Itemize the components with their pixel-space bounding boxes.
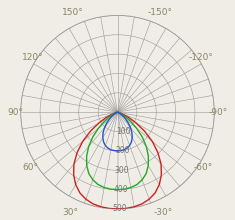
Text: 60°: 60°	[22, 163, 38, 172]
Text: 180°: 180°	[107, 0, 128, 2]
Text: -120°: -120°	[188, 53, 213, 62]
Text: -150°: -150°	[148, 8, 173, 17]
Text: 100: 100	[117, 127, 131, 136]
Text: 120°: 120°	[22, 53, 43, 62]
Text: 300: 300	[114, 166, 129, 175]
Text: 30°: 30°	[62, 208, 78, 217]
Text: -60°: -60°	[194, 163, 213, 172]
Text: 400: 400	[114, 185, 128, 194]
Text: 90°: 90°	[7, 108, 23, 117]
Text: -30°: -30°	[153, 208, 173, 217]
Text: 150°: 150°	[62, 8, 84, 17]
Text: 200: 200	[115, 146, 130, 155]
Text: -90°: -90°	[209, 108, 228, 117]
Text: 500: 500	[112, 204, 127, 213]
